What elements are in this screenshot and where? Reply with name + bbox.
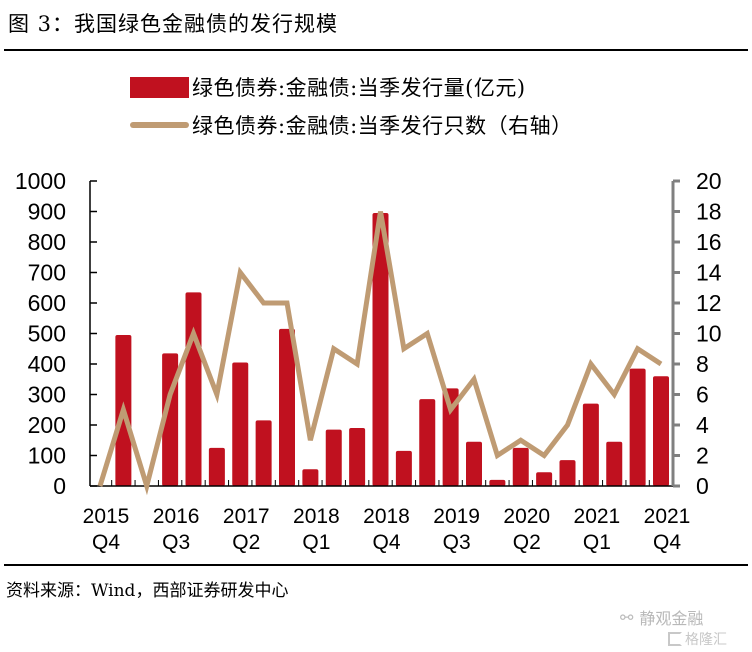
x-axis-label-year: 2019 xyxy=(433,505,480,528)
watermark-site-name: 格隆汇 xyxy=(685,632,727,648)
bar-2020Q1 xyxy=(489,479,506,486)
right-axis-label: 14 xyxy=(696,260,722,286)
left-axis-label: 100 xyxy=(28,443,66,469)
left-axis-label: 600 xyxy=(28,290,66,316)
x-axis-label-quarter: Q2 xyxy=(232,531,260,554)
x-axis-label-year: 2021 xyxy=(644,505,691,528)
x-axis-label-quarter: Q1 xyxy=(302,531,330,554)
legend-label-count: 绿色债券:金融债:当季发行只数（右轴） xyxy=(192,114,573,138)
right-axis-label: 6 xyxy=(696,382,709,408)
bar-2018Q1 xyxy=(302,469,319,486)
x-axis-label-quarter: Q1 xyxy=(583,531,611,554)
source-note: 资料来源：Wind，西部证券研发中心 xyxy=(6,581,289,601)
left-axis-label: 700 xyxy=(28,260,66,286)
bar-2020Q3 xyxy=(536,472,553,486)
bar-2019Q3 xyxy=(442,388,459,486)
x-axis-label-quarter: Q4 xyxy=(92,531,120,554)
x-axis-label-quarter: Q3 xyxy=(443,531,471,554)
bar-2018Q4 xyxy=(372,213,389,486)
right-axis-label: 4 xyxy=(696,412,709,438)
header-divider xyxy=(4,49,748,51)
left-axis-label: 400 xyxy=(28,351,66,377)
right-axis-label: 18 xyxy=(696,199,722,225)
left-axis-label: 300 xyxy=(28,382,66,408)
bar-2021Q1 xyxy=(582,403,599,486)
bar-2017Q1 xyxy=(208,447,225,486)
footer-divider xyxy=(4,564,748,566)
bar-2020Q4 xyxy=(559,460,576,486)
x-axis-label-year: 2017 xyxy=(223,505,270,528)
right-axis-label: 16 xyxy=(696,229,722,255)
bar-2018Q3 xyxy=(349,428,366,486)
left-axis-label: 200 xyxy=(28,412,66,438)
x-axis-label-year: 2021 xyxy=(574,505,621,528)
right-axis-label: 2 xyxy=(696,443,709,469)
legend-swatch-line xyxy=(130,122,189,128)
legend-swatch-bar xyxy=(130,76,189,98)
bar-2016Q4 xyxy=(185,292,202,486)
bar-2021Q2 xyxy=(606,441,623,486)
left-axis-label: 900 xyxy=(28,199,66,225)
legend-item-volume: 绿色债券:金融债:当季发行量(亿元) xyxy=(130,68,573,106)
x-axis-label-year: 2018 xyxy=(363,505,410,528)
bar-2021Q4 xyxy=(653,376,669,486)
wechat-icon: ⚯ xyxy=(620,607,634,627)
x-axis-label-year: 2015 xyxy=(83,505,130,528)
bar-2019Q2 xyxy=(419,399,436,486)
bar-2020Q2 xyxy=(512,447,529,486)
bar-2019Q1 xyxy=(395,450,412,486)
left-axis-label: 500 xyxy=(28,321,66,347)
bar-2017Q4 xyxy=(279,328,295,486)
bar-2018Q2 xyxy=(325,429,342,486)
legend: 绿色债券:金融债:当季发行量(亿元) 绿色债券:金融债:当季发行只数（右轴） xyxy=(130,68,573,144)
left-axis-label: 0 xyxy=(53,473,66,499)
right-axis-label: 20 xyxy=(696,168,722,194)
bar-2021Q3 xyxy=(629,368,646,486)
x-axis-label-year: 2016 xyxy=(153,505,200,528)
left-axis-label: 800 xyxy=(28,229,66,255)
legend-label-volume: 绿色债券:金融债:当季发行量(亿元) xyxy=(192,76,526,100)
right-axis-label: 8 xyxy=(696,351,709,377)
x-axis-label-year: 2018 xyxy=(293,505,340,528)
x-axis-label-quarter: Q4 xyxy=(653,531,681,554)
watermark: ⚯ 静观金融 格隆汇 xyxy=(620,605,727,649)
right-axis-label: 0 xyxy=(696,473,709,499)
chart-title: 图 3：我国绿色金融债的发行规模 xyxy=(8,12,339,36)
right-axis-label: 12 xyxy=(696,290,722,316)
right-axis-label: 10 xyxy=(696,321,722,347)
x-axis-label-quarter: Q4 xyxy=(372,531,400,554)
x-axis-label-quarter: Q2 xyxy=(513,531,541,554)
gelonghui-logo-icon xyxy=(668,632,682,646)
watermark-wechat-name: 静观金融 xyxy=(639,609,704,628)
bar-2019Q4 xyxy=(466,441,482,486)
x-axis-label-year: 2020 xyxy=(503,505,550,528)
left-axis-label: 1000 xyxy=(15,168,66,194)
bar-2017Q3 xyxy=(255,420,272,486)
bar-2017Q2 xyxy=(232,362,249,486)
legend-item-count: 绿色债券:金融债:当季发行只数（右轴） xyxy=(130,106,573,144)
x-axis-label-quarter: Q3 xyxy=(162,531,190,554)
combo-chart: 010020030040050060070080090010002015Q420… xyxy=(15,168,722,554)
